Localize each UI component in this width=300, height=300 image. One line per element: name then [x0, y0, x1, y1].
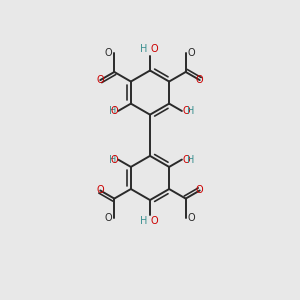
Text: O: O [182, 106, 190, 116]
Text: H: H [109, 154, 117, 165]
Text: O: O [182, 154, 190, 165]
Text: O: O [110, 106, 118, 116]
Text: O: O [150, 44, 158, 54]
Text: O: O [110, 154, 118, 165]
Text: H: H [140, 216, 148, 226]
Text: O: O [196, 75, 203, 85]
Text: O: O [105, 213, 112, 223]
Text: H: H [140, 44, 148, 54]
Text: O: O [188, 213, 195, 223]
Text: O: O [188, 48, 195, 58]
Text: O: O [150, 216, 158, 226]
Text: H: H [187, 154, 194, 165]
Text: O: O [97, 75, 104, 85]
Text: O: O [105, 48, 112, 58]
Text: O: O [97, 185, 104, 196]
Text: H: H [187, 106, 194, 116]
Text: H: H [109, 106, 117, 116]
Text: O: O [196, 185, 203, 196]
